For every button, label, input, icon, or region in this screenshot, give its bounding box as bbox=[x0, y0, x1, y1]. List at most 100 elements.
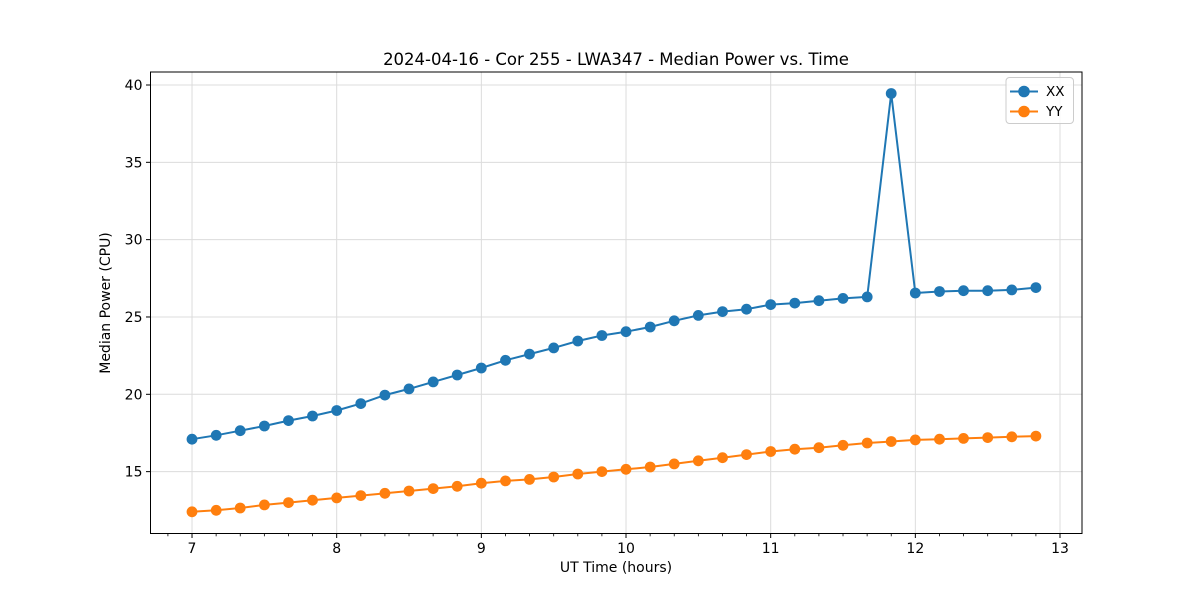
data-point-YY bbox=[982, 432, 994, 443]
x-tick-label-8: 8 bbox=[332, 541, 341, 557]
data-point-XX bbox=[885, 88, 897, 99]
tick-layer: 7 8 9 10 11 12 13 15 20 25 30 35 40 bbox=[125, 78, 1069, 557]
data-point-YY bbox=[403, 485, 415, 497]
legend-marker-XX bbox=[1018, 85, 1030, 98]
data-point-YY bbox=[837, 439, 849, 451]
data-point-YY bbox=[1006, 431, 1018, 443]
data-point-XX bbox=[909, 287, 921, 299]
data-point-XX bbox=[668, 315, 680, 327]
legend-label-YY: YY bbox=[1045, 104, 1063, 120]
data-point-YY bbox=[909, 434, 921, 446]
data-point-XX bbox=[283, 415, 294, 426]
grid-layer bbox=[150, 72, 1082, 534]
data-point-XX bbox=[765, 299, 777, 310]
x-tick-label-11: 11 bbox=[762, 541, 780, 557]
data-point-YY bbox=[572, 468, 584, 480]
series-line-XX bbox=[191, 92, 1036, 441]
data-point-YY bbox=[451, 480, 463, 492]
data-point-XX bbox=[958, 285, 969, 297]
data-point-YY bbox=[283, 497, 294, 508]
data-point-YY bbox=[500, 475, 511, 487]
y-tick-label-30: 30 bbox=[125, 233, 143, 249]
data-point-XX bbox=[475, 362, 487, 374]
x-tick-label-12: 12 bbox=[906, 541, 924, 557]
data-point-YY bbox=[668, 458, 680, 470]
y-tick-label-40: 40 bbox=[125, 78, 143, 94]
data-point-XX bbox=[692, 310, 704, 321]
data-point-XX bbox=[234, 425, 246, 437]
series-YY bbox=[186, 430, 1042, 518]
data-point-YY bbox=[596, 466, 608, 477]
data-point-YY bbox=[524, 474, 535, 485]
data-point-YY bbox=[813, 442, 825, 454]
y-tick-label-20: 20 bbox=[125, 387, 143, 403]
data-point-XX bbox=[186, 433, 198, 445]
y-tick-label-35: 35 bbox=[125, 155, 143, 171]
data-point-YY bbox=[789, 443, 801, 455]
chart-title: 2024-04-16 - Cor 255 - LWA347 - Median P… bbox=[383, 50, 849, 69]
series-XX bbox=[186, 88, 1042, 445]
x-tick-label-9: 9 bbox=[477, 541, 486, 557]
data-point-YY bbox=[958, 433, 969, 444]
data-point-XX bbox=[524, 348, 535, 360]
data-point-XX bbox=[596, 330, 608, 341]
x-tick-label-13: 13 bbox=[1051, 541, 1069, 557]
data-point-XX bbox=[259, 420, 270, 432]
data-point-YY bbox=[548, 471, 560, 483]
y-tick-label-25: 25 bbox=[125, 310, 143, 326]
x-tick-label-10: 10 bbox=[617, 541, 635, 557]
data-point-XX bbox=[717, 306, 728, 317]
data-point-XX bbox=[644, 321, 656, 333]
data-point-XX bbox=[982, 285, 994, 297]
data-point-XX bbox=[451, 369, 463, 381]
data-point-XX bbox=[620, 326, 632, 338]
data-point-YY bbox=[475, 477, 487, 489]
data-point-YY bbox=[620, 463, 632, 475]
data-point-YY bbox=[885, 436, 897, 447]
data-point-XX bbox=[861, 291, 873, 303]
data-point-YY bbox=[765, 446, 777, 457]
data-point-XX bbox=[500, 354, 511, 366]
data-point-XX bbox=[572, 335, 584, 347]
y-axis-label: Median Power (CPU) bbox=[98, 232, 114, 374]
data-point-YY bbox=[234, 502, 246, 514]
data-point-XX bbox=[355, 398, 367, 409]
data-point-XX bbox=[427, 376, 439, 388]
data-point-XX bbox=[741, 303, 752, 315]
data-point-YY bbox=[644, 461, 656, 473]
data-point-XX bbox=[210, 429, 222, 441]
data-point-YY bbox=[331, 492, 343, 504]
legend: XX YY bbox=[1005, 77, 1074, 124]
legend-label-XX: XX bbox=[1046, 84, 1065, 100]
data-point-XX bbox=[813, 295, 825, 307]
data-point-YY bbox=[741, 449, 752, 460]
data-point-YY bbox=[210, 504, 222, 516]
data-point-YY bbox=[692, 455, 704, 467]
data-point-YY bbox=[934, 433, 945, 445]
legend-marker-YY bbox=[1018, 105, 1030, 118]
data-point-XX bbox=[837, 293, 849, 304]
data-point-XX bbox=[789, 297, 801, 309]
x-tick-label-7: 7 bbox=[188, 541, 197, 557]
data-point-YY bbox=[355, 490, 367, 501]
data-point-YY bbox=[186, 506, 198, 518]
data-point-YY bbox=[379, 487, 391, 499]
data-point-YY bbox=[717, 452, 728, 464]
data-point-YY bbox=[307, 494, 318, 506]
data-point-YY bbox=[259, 499, 270, 511]
series-line-YY bbox=[191, 435, 1036, 513]
legend-item-XX: XX bbox=[1010, 84, 1065, 100]
data-point-XX bbox=[934, 286, 945, 297]
plot-area-border bbox=[150, 71, 1083, 534]
data-point-XX bbox=[379, 389, 391, 401]
data-point-XX bbox=[1030, 282, 1042, 293]
data-point-XX bbox=[548, 342, 560, 354]
x-axis-label: UT Time (hours) bbox=[560, 560, 672, 576]
data-point-YY bbox=[1030, 430, 1042, 442]
data-point-YY bbox=[861, 437, 873, 449]
data-point-XX bbox=[331, 405, 343, 416]
data-point-XX bbox=[1006, 284, 1018, 296]
data-point-YY bbox=[427, 483, 439, 494]
